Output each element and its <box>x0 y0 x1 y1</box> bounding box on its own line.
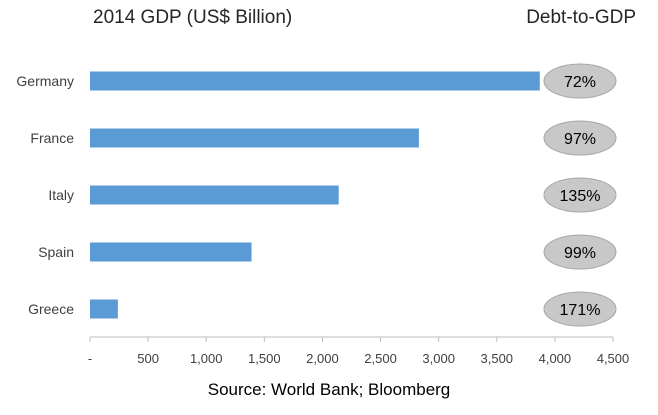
debt-badge-label: 99% <box>564 245 596 262</box>
bar <box>90 71 540 91</box>
x-tick-label: 4,500 <box>597 351 630 366</box>
bar <box>90 242 252 262</box>
x-tick-label: - <box>88 351 92 366</box>
x-tick-label: 1,500 <box>248 351 281 366</box>
bar <box>90 128 419 148</box>
debt-badge <box>543 177 617 213</box>
debt-badge <box>543 234 617 270</box>
plot-area: - 500 1,000 1,500 2,000 2,500 3,000 3,500 4,000 4… <box>16 63 630 366</box>
source-note: Source: World Bank; Bloomberg <box>208 380 451 399</box>
bar <box>90 299 118 319</box>
x-tick-label: 1,000 <box>190 351 223 366</box>
debt-to-gdp-header: Debt-to-GDP <box>526 7 636 28</box>
debt-badge <box>543 291 617 327</box>
debt-badge-label: 97% <box>564 131 596 148</box>
debt-badge-label: 135% <box>560 188 601 205</box>
x-tick-label: 4,000 <box>539 351 572 366</box>
x-tick-label: 3,000 <box>422 351 455 366</box>
category-label: France <box>30 130 74 146</box>
category-label: Spain <box>38 244 74 260</box>
chart-title: 2014 GDP (US$ Billion) <box>93 7 292 28</box>
x-tick-label: 2,000 <box>306 351 339 366</box>
x-tick-label: 500 <box>137 351 159 366</box>
category-label: Italy <box>48 187 74 203</box>
category-label: Germany <box>16 73 74 89</box>
debt-badge <box>543 63 617 99</box>
bar <box>90 185 339 205</box>
debt-badge-label: 171% <box>560 302 601 319</box>
debt-badge <box>543 120 617 156</box>
debt-badge-label: 72% <box>564 74 596 91</box>
x-tick-label: 2,500 <box>364 351 397 366</box>
category-label: Greece <box>28 301 74 317</box>
x-tick-label: 3,500 <box>481 351 514 366</box>
